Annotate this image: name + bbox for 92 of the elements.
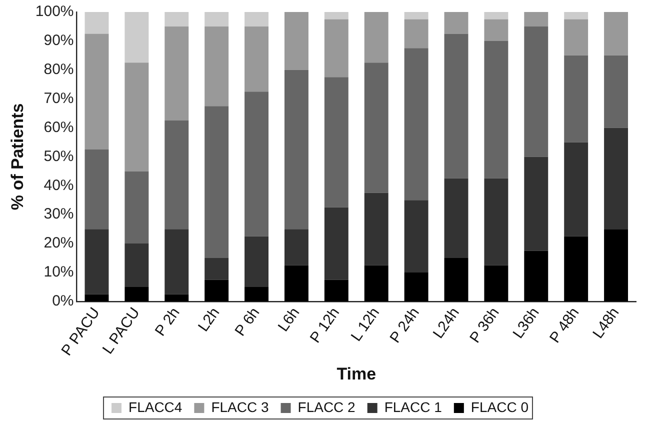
y-tick-label: 10%: [44, 264, 74, 281]
bar: [204, 26, 229, 106]
bar: [404, 200, 428, 272]
y-tick-label: 20%: [44, 234, 74, 252]
bar: [484, 265, 508, 302]
bar: [524, 26, 548, 157]
y-tick-label: 40%: [44, 176, 74, 194]
bar: [444, 12, 468, 34]
bar: [444, 258, 468, 302]
bar: [484, 178, 508, 266]
y-tick-label: 90%: [44, 32, 74, 50]
bar: [84, 229, 109, 294]
x-tick-label: P 6h: [232, 304, 264, 340]
bar: [204, 258, 229, 280]
y-tick-label: 60%: [44, 118, 74, 136]
bar: [164, 26, 189, 121]
bar: [164, 229, 189, 294]
bar: [124, 286, 149, 302]
y-tick-label: 50%: [44, 148, 74, 165]
x-tick-label: L6h: [274, 304, 304, 335]
bar: [84, 294, 109, 302]
x-tick-label: P 48h: [546, 304, 583, 346]
bar: [364, 12, 388, 63]
bar: [204, 106, 229, 258]
bar: [484, 19, 508, 41]
bar: [404, 12, 428, 20]
bar: [364, 192, 388, 266]
bar: [524, 12, 548, 26]
bar: [484, 12, 508, 20]
legend-label: FLACC 3: [211, 398, 269, 415]
bar: [124, 62, 149, 172]
bar: [324, 19, 348, 78]
bar: [564, 19, 588, 56]
bar: [604, 128, 628, 230]
y-tick-label: 80%: [44, 61, 74, 78]
bar: [84, 12, 109, 34]
bar: [444, 34, 468, 178]
y-tick-label: 70%: [44, 90, 74, 107]
bar: [604, 12, 628, 56]
bar: [564, 142, 588, 236]
bar: [84, 34, 109, 150]
bar: [364, 62, 388, 193]
y-tick-label: 100%: [35, 3, 74, 20]
legend-label: FLACC 2: [298, 398, 356, 415]
bar: [244, 26, 268, 92]
bar: [284, 265, 308, 302]
bar: [284, 12, 308, 70]
bar: [564, 12, 588, 20]
bar: [124, 12, 149, 63]
legend-label: FLACC4: [128, 398, 182, 415]
bar: [244, 12, 268, 26]
bar: [164, 12, 189, 26]
bar: [204, 12, 229, 26]
x-tick-label: P 36h: [466, 304, 503, 346]
bar: [324, 207, 348, 280]
bar: [124, 171, 149, 244]
bar: [324, 12, 348, 20]
bar: [164, 120, 189, 230]
bar: [244, 92, 268, 236]
bar: [204, 280, 229, 302]
bar: [604, 55, 628, 128]
bar: [284, 229, 308, 266]
x-axis-title: Time: [336, 364, 376, 384]
legend-label: FLACC 0: [470, 398, 529, 415]
y-tick-label: 30%: [44, 206, 74, 223]
bar: [404, 48, 428, 200]
bar: [244, 286, 268, 302]
bar: [324, 280, 348, 302]
bar: [564, 55, 588, 142]
bar: [524, 156, 548, 251]
x-tick-label: P 24h: [386, 304, 423, 346]
legend-label: FLACC 1: [384, 398, 442, 415]
y-axis-title: % of Patients: [8, 103, 27, 210]
y-tick-label: 0%: [52, 292, 74, 310]
bar: [124, 244, 149, 287]
bar: [284, 70, 308, 230]
bar: [404, 272, 428, 302]
x-tick-label: L 12h: [348, 304, 384, 345]
bar: [564, 236, 588, 302]
bar: [604, 229, 628, 302]
bar: [484, 40, 508, 178]
x-tick-label: P 12h: [306, 304, 344, 346]
x-tick-label: L2h: [194, 304, 224, 335]
bar: [84, 149, 109, 230]
x-tick-label: P 2h: [152, 304, 184, 340]
bar: [444, 178, 468, 258]
bar: [244, 236, 268, 287]
bar: [364, 265, 388, 302]
bar: [524, 250, 548, 302]
bar: [324, 77, 348, 208]
bar: [164, 294, 189, 302]
bar: [404, 19, 428, 48]
